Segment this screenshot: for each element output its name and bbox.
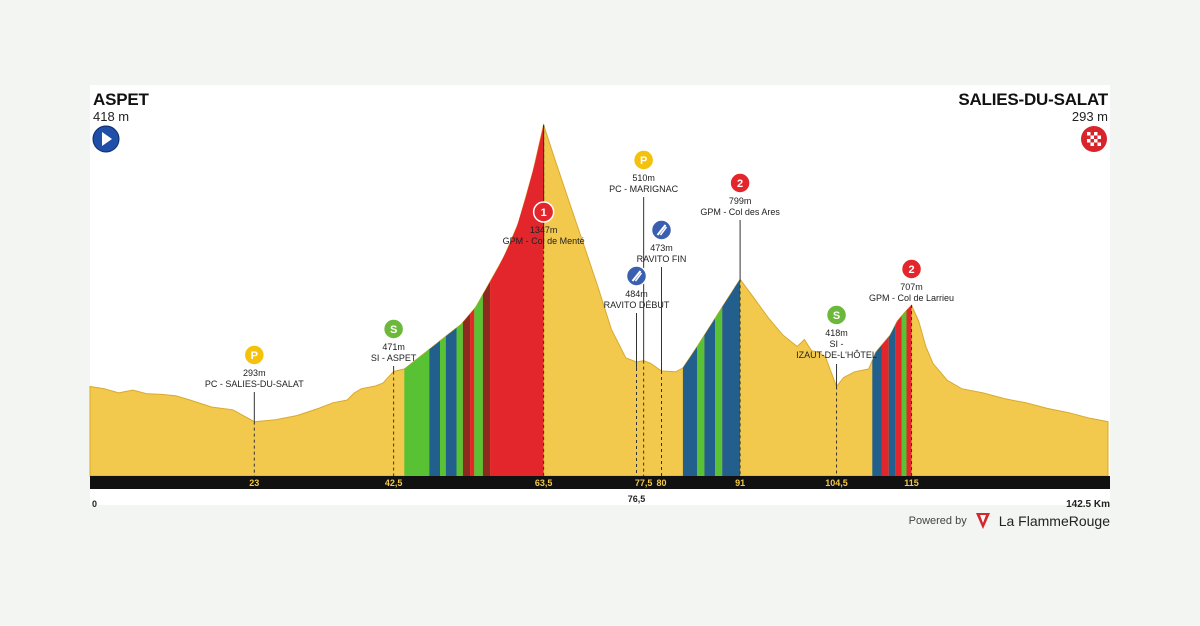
waypoint-name: RAVITO FIN — [637, 254, 687, 264]
badge-letter: P — [640, 155, 647, 167]
category-badge-icon — [900, 258, 923, 280]
km-tick-label-2: 42,5 — [385, 478, 403, 488]
category-badge-icon — [532, 201, 555, 223]
brand-name: La FlammeRouge — [998, 513, 1110, 529]
waypoint-name: SI - ASPET — [371, 353, 417, 363]
waypoint-name: GPM - Col de Menté — [503, 236, 585, 246]
terrain-area — [89, 123, 1109, 477]
waypoint-name: GPM - Col des Ares — [700, 207, 780, 217]
feed-zone-glyph — [656, 224, 667, 236]
badge-letter: S — [390, 324, 397, 336]
badge-letter: 1 — [541, 207, 547, 219]
finish-town-name: SALIES-DU-SALAT — [958, 90, 1108, 109]
km-tick-label-9: 115 — [904, 478, 919, 488]
distance-axis-bar — [90, 476, 1110, 489]
waypoint-name: GPM - Col de Larrieu — [869, 293, 954, 303]
waypoint-name: SI - — [830, 339, 844, 349]
waypoint-altitude: 1347m — [530, 225, 558, 235]
waypoint-altitude: 707m — [900, 282, 923, 292]
waypoint-altitude: 293m — [243, 368, 266, 378]
badge-letter: P — [251, 350, 258, 362]
gradient-segment-13 — [704, 318, 716, 476]
x-start-label: 0 — [92, 499, 97, 509]
waypoint-name-line2: IZAUT-DE-L'HÔTEL — [796, 350, 877, 360]
km-tick-label-5: 77,5 — [635, 478, 653, 488]
waypoint-altitude: 418m — [825, 328, 848, 338]
category-badge-icon — [632, 149, 655, 171]
category-badge-icon — [382, 318, 405, 340]
feed-zone-glyph — [634, 272, 643, 282]
waypoint-altitude: 471m — [382, 342, 405, 352]
flamme-rouge-logo-icon — [975, 513, 990, 529]
badge-letter: 2 — [737, 178, 743, 190]
gradient-segment-5 — [456, 322, 463, 476]
x-end-label: 142.5 Km — [1066, 499, 1110, 510]
km-tick-label-3: 63,5 — [535, 478, 553, 488]
gradient-segment-7 — [470, 308, 475, 476]
waypoint-name: PC - SALIES-DU-SALAT — [205, 379, 304, 389]
gradient-segment-11 — [682, 346, 698, 476]
waypoint-altitude: 799m — [729, 196, 752, 206]
gradient-segment-3 — [440, 336, 446, 476]
play-circle-icon — [92, 125, 120, 153]
gradient-segment-20 — [901, 310, 907, 476]
start-altitude: 418 m — [93, 109, 130, 124]
waypoint-altitude: 484m — [625, 289, 648, 299]
gradient-segment-21 — [906, 305, 912, 476]
km-tick-label-1: 23 — [249, 478, 259, 488]
gradient-segment-9 — [482, 281, 491, 476]
km-tick-label-6: 80 — [657, 478, 667, 488]
waypoint-name: RAVITO DÉBUT — [604, 300, 670, 310]
start-town-name: ASPET — [93, 90, 149, 109]
gradient-segment-4 — [445, 327, 457, 476]
badge-letter: S — [833, 310, 840, 322]
waypoint-name: PC - MARIGNAC — [609, 184, 679, 194]
gradient-segment-19 — [895, 316, 902, 476]
gradient-segment-12 — [697, 335, 705, 476]
gradient-segment-1 — [404, 349, 430, 476]
gradient-segment-16 — [872, 345, 882, 476]
checkered-flag-icon — [1081, 126, 1107, 152]
feed-zone-glyph — [659, 226, 668, 236]
waypoint-altitude: 473m — [650, 243, 673, 253]
gradient-segment-2 — [429, 340, 440, 476]
km-tick-label-7: 91 — [735, 478, 745, 488]
category-badge-icon — [825, 304, 848, 326]
km-tick-label-4: 76,5 — [628, 494, 646, 504]
gradient-segment-15 — [722, 279, 741, 476]
badge-letter: 2 — [908, 264, 914, 276]
waypoint-altitude: 510m — [632, 173, 655, 183]
gradient-segment-14 — [715, 307, 723, 476]
category-badge-icon — [729, 172, 751, 194]
km-tick-label-8: 104,5 — [825, 478, 848, 488]
gradient-segment-18 — [888, 325, 896, 476]
gradient-segment-8 — [474, 294, 483, 476]
gradient-segment-17 — [881, 336, 889, 476]
gradient-segment-6 — [462, 313, 471, 476]
feed-zone-glyph — [631, 270, 642, 282]
powered-by-footer[interactable]: Powered by La FlammeRouge — [909, 512, 1110, 530]
category-badge-icon — [243, 344, 266, 366]
powered-by-label: Powered by — [908, 515, 967, 527]
finish-altitude: 293 m — [1071, 109, 1108, 124]
gradient-segment-10 — [490, 124, 544, 477]
